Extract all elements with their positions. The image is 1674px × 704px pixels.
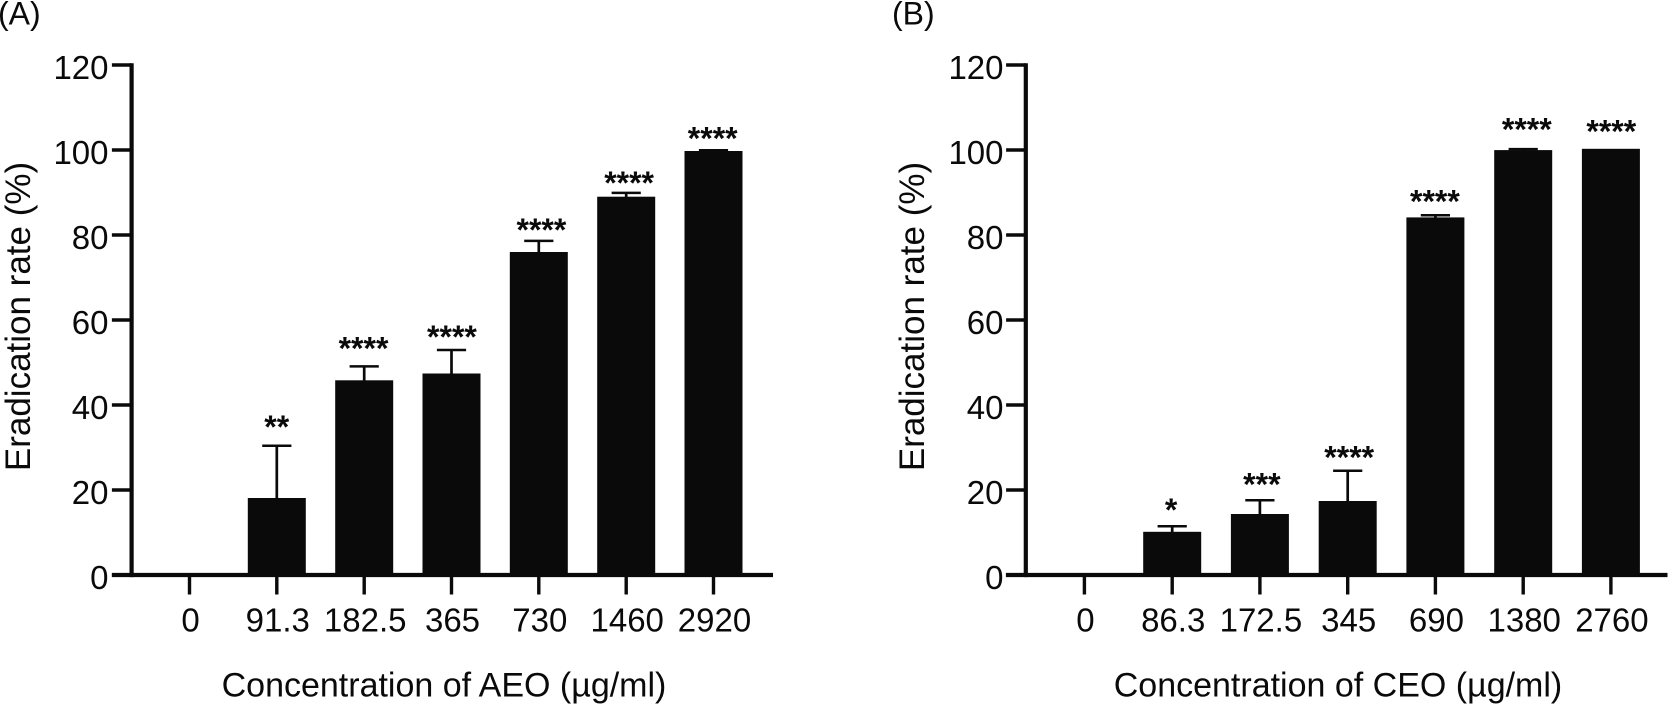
svg-text:****: **** [1324, 439, 1374, 475]
svg-text:172.5: 172.5 [1220, 602, 1303, 639]
svg-text:80: 80 [72, 219, 109, 256]
svg-text:Concentration of AEO (µg/ml): Concentration of AEO (µg/ml) [222, 666, 667, 704]
svg-text:(B): (B) [892, 0, 935, 32]
svg-text:80: 80 [967, 219, 1004, 256]
svg-text:2920: 2920 [678, 602, 751, 639]
svg-text:20: 20 [72, 474, 109, 511]
svg-text:690: 690 [1409, 602, 1464, 639]
svg-text:91.3: 91.3 [246, 602, 310, 639]
svg-text:365: 365 [425, 602, 480, 639]
svg-text:**: ** [264, 409, 289, 445]
svg-text:****: **** [1586, 114, 1636, 150]
svg-text:0: 0 [90, 559, 108, 596]
svg-text:2760: 2760 [1575, 602, 1648, 639]
svg-text:Concentration of CEO (µg/ml): Concentration of CEO (µg/ml) [1114, 666, 1563, 704]
svg-text:1460: 1460 [590, 602, 663, 639]
svg-text:182.5: 182.5 [324, 602, 407, 639]
svg-text:730: 730 [512, 602, 567, 639]
svg-text:****: **** [604, 165, 654, 201]
svg-text:100: 100 [948, 134, 1003, 171]
svg-text:0: 0 [181, 602, 199, 639]
svg-text:345: 345 [1321, 602, 1376, 639]
svg-text:60: 60 [967, 304, 1004, 341]
svg-text:40: 40 [967, 389, 1004, 426]
svg-text:86.3: 86.3 [1141, 602, 1205, 639]
svg-text:****: **** [427, 319, 477, 355]
svg-text:Eradication rate (%): Eradication rate (%) [893, 162, 932, 471]
svg-text:0: 0 [985, 559, 1003, 596]
svg-text:****: **** [516, 212, 566, 248]
svg-text:Eradication rate (%): Eradication rate (%) [0, 162, 38, 471]
svg-text:0: 0 [1076, 602, 1094, 639]
svg-text:120: 120 [53, 49, 108, 86]
svg-text:*: * [1165, 492, 1178, 528]
svg-text:****: **** [339, 331, 389, 367]
svg-text:40: 40 [72, 389, 109, 426]
svg-text:****: **** [688, 120, 738, 156]
svg-text:1380: 1380 [1487, 602, 1560, 639]
svg-text:***: *** [1243, 467, 1281, 503]
svg-text:20: 20 [967, 474, 1004, 511]
svg-text:(A): (A) [0, 0, 41, 32]
svg-text:100: 100 [53, 134, 108, 171]
svg-text:120: 120 [948, 49, 1003, 86]
svg-text:60: 60 [72, 304, 109, 341]
svg-text:****: **** [1410, 184, 1460, 220]
svg-text:****: **** [1502, 112, 1552, 148]
